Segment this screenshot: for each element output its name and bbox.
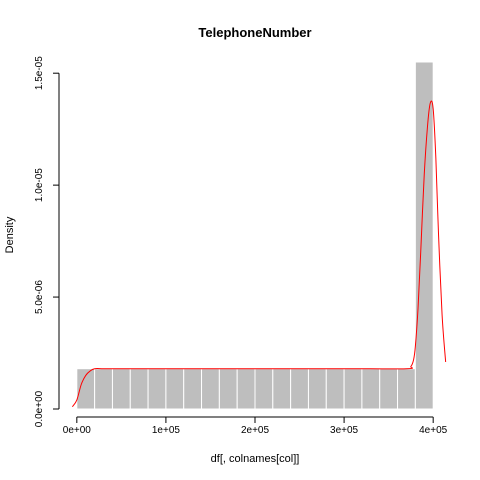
histogram-bar-5 — [148, 369, 166, 409]
chart-title: TelephoneNumber — [198, 25, 311, 40]
histogram-bar-10 — [237, 369, 255, 409]
y-tick-label: 1.5e-05 — [34, 56, 45, 90]
histogram-bar-13 — [291, 369, 309, 409]
x-axis: 0e+00 1e+05 2e+05 3e+05 4e+05 — [63, 417, 448, 436]
x-tick-label: 1e+05 — [152, 425, 181, 436]
histogram-bar-19 — [398, 369, 416, 409]
histogram-bar-8 — [202, 369, 220, 409]
histogram-bar-18 — [380, 369, 398, 409]
histogram-bar-20 — [415, 62, 433, 409]
x-tick-label: 4e+05 — [419, 425, 448, 436]
x-tick-label: 2e+05 — [241, 425, 270, 436]
y-tick-label: 0.0e+00 — [34, 390, 45, 427]
histogram-bar-9 — [219, 369, 237, 409]
histogram-bars — [77, 62, 433, 409]
histogram-bar-6 — [166, 369, 184, 409]
histogram-bar-17 — [362, 369, 380, 409]
histogram-bar-14 — [308, 369, 326, 409]
x-tick-label: 0e+00 — [63, 425, 92, 436]
histogram-bar-12 — [273, 369, 291, 409]
histogram-bar-2 — [95, 369, 113, 409]
y-axis-label: Density — [4, 216, 16, 253]
density-curve — [72, 101, 445, 407]
y-tick-label: 5.0e-06 — [34, 280, 45, 314]
histogram-bar-16 — [344, 369, 362, 409]
histogram-bar-15 — [326, 369, 344, 409]
x-axis-label: df[, colnames[col]] — [211, 453, 300, 465]
x-tick-label: 3e+05 — [330, 425, 359, 436]
histogram-bar-11 — [255, 369, 273, 409]
y-tick-label: 1.0e-05 — [34, 168, 45, 202]
y-axis: 0.0e+00 5.0e-06 1.0e-05 1.5e-05 — [34, 56, 59, 427]
histogram-bar-7 — [184, 369, 202, 409]
histogram-bar-4 — [130, 369, 148, 409]
histogram-bar-3 — [112, 369, 130, 409]
